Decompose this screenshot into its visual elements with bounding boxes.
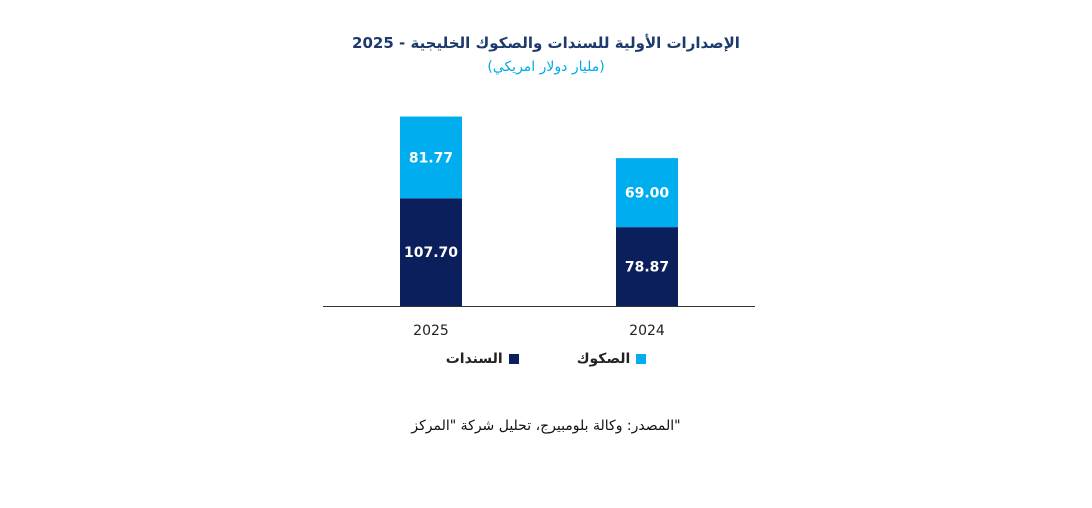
data-label-sukuk-2024: 69.00	[625, 186, 670, 202]
source-note: المصدر: وكالة بلومبيرج، تحليل شركة "المر…	[411, 418, 681, 434]
data-label-bonds-2024: 78.87	[625, 260, 669, 276]
legend-item-sukuk: الصكوك	[577, 351, 647, 367]
data-label-bonds-2025: 107.70	[404, 245, 458, 261]
chart-title: الإصدارات الأولية للسندات والصكوك الخليج…	[352, 34, 740, 52]
data-label-sukuk-2025: 81.77	[409, 150, 453, 166]
legend-label-bonds: السندات	[445, 351, 503, 367]
legend-swatch-sukuk	[636, 354, 647, 364]
bar-bonds-2024	[616, 227, 678, 306]
legend-item-bonds: السندات	[446, 351, 519, 367]
x-tick-label-2024: 2024	[629, 323, 665, 339]
chart-legend: الصكوك السندات	[0, 351, 1092, 367]
legend-swatch-bonds	[508, 354, 519, 364]
bar-sukuk-2024	[616, 158, 678, 228]
bar-bonds-2025	[400, 198, 462, 306]
chart-subtitle: (مليار دولار امريكي)	[487, 59, 605, 75]
bar-sukuk-2025	[400, 116, 462, 199]
legend-label-sukuk: الصكوك	[576, 351, 631, 367]
stacked-bar-chart: 107.70 81.77 2025 78.87 69.00 2024	[323, 116, 755, 339]
x-tick-label-2025: 2025	[413, 323, 449, 339]
